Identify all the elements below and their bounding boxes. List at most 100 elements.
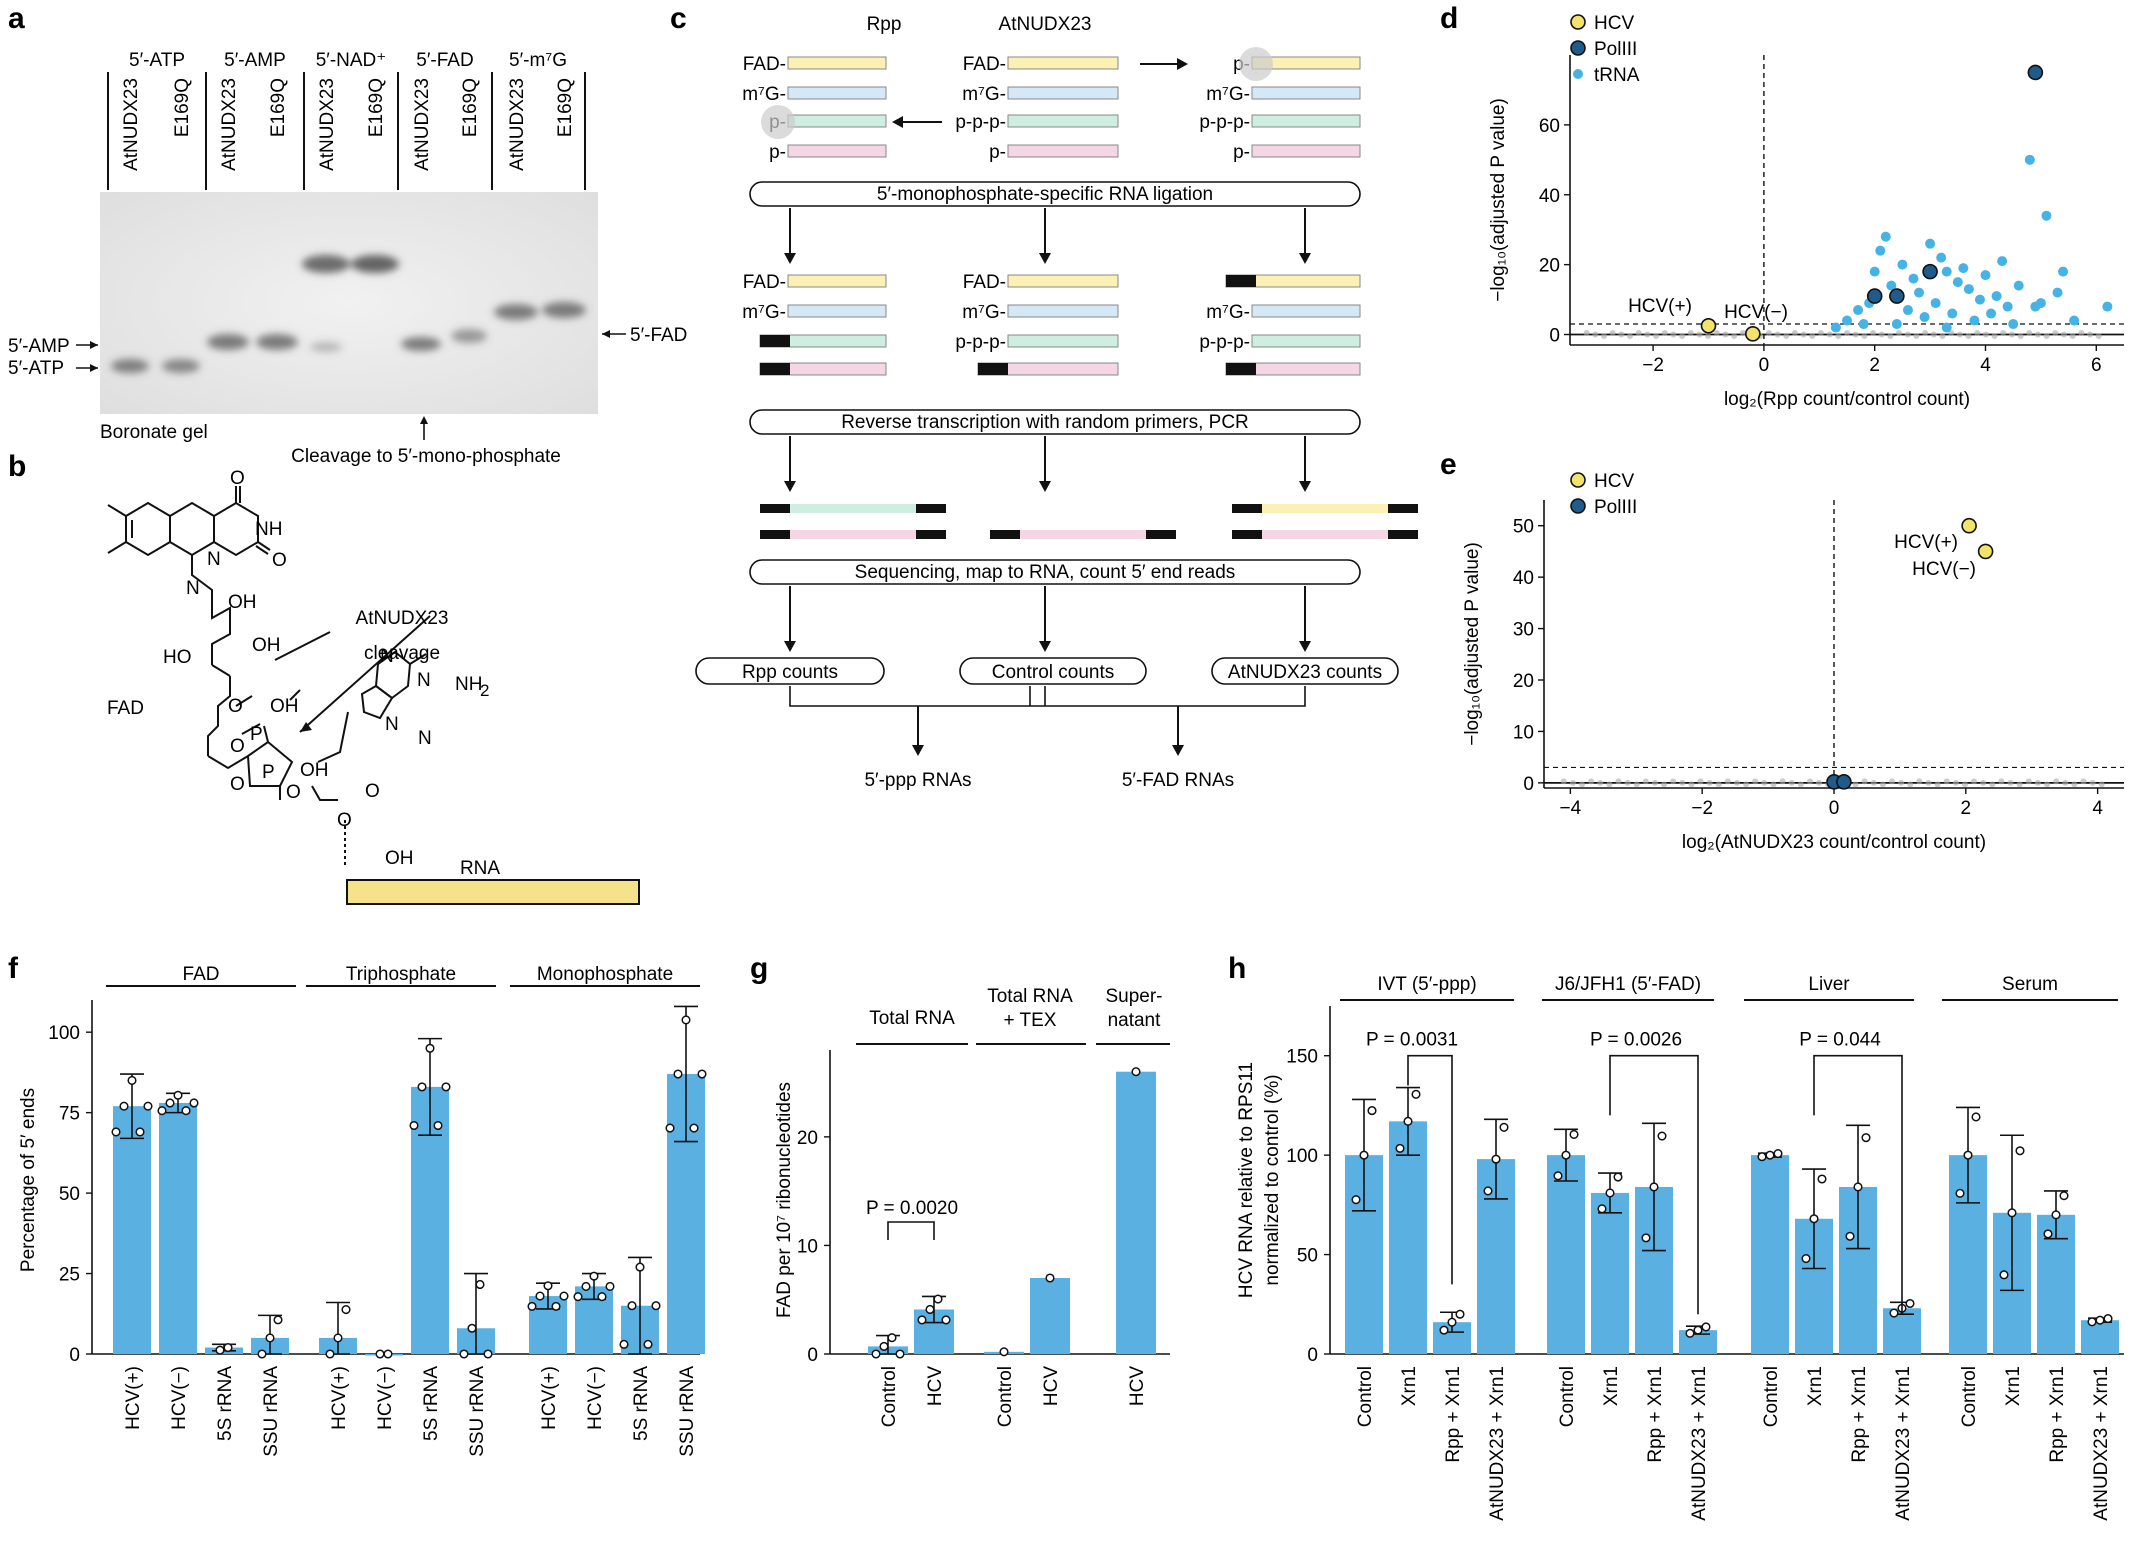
legend-label: PolIII: [1594, 39, 1637, 60]
legend-swatch: [1573, 69, 1583, 79]
p-value: P = 0.044: [1799, 1030, 1881, 1051]
background-point: [1870, 330, 1877, 337]
background-point: [2043, 333, 2050, 340]
end-label: p-: [989, 142, 1006, 163]
end-label: FAD-: [743, 54, 786, 75]
group-label: Triphosphate: [346, 964, 456, 985]
replicate-point: [189, 1098, 199, 1108]
replicate-point: [425, 1043, 435, 1053]
replicate-point: [383, 1349, 393, 1359]
end-label: FAD-: [963, 272, 1006, 293]
replicate-point: [2051, 1210, 2061, 1220]
panel-label-d: d: [1440, 2, 1458, 35]
gel-group-label: 5′-NAD⁺: [316, 50, 387, 71]
x-tick-label: −2: [1642, 355, 1664, 376]
legend-label: HCV: [1594, 13, 1634, 34]
replicate-point: [1367, 1106, 1377, 1116]
background-point: [2016, 781, 2023, 788]
lane-label: E169Q: [366, 78, 387, 137]
adapter: [916, 504, 946, 513]
cleavage-arrow: [299, 615, 431, 733]
svg-text:2: 2: [480, 681, 489, 700]
gel-group-label: 5′-m⁷G: [509, 50, 567, 71]
background-point: [1609, 330, 1616, 337]
replicate-point: [635, 1262, 645, 1272]
y-tick-label: 100: [1286, 1146, 1318, 1167]
bar: [1547, 1155, 1585, 1354]
background-point: [1670, 778, 1677, 785]
bar: [159, 1102, 197, 1354]
bar: [1591, 1192, 1629, 1354]
rna-strand: [1251, 114, 1361, 128]
replicate-point: [215, 1345, 225, 1355]
cleavage-highlight: [761, 105, 795, 139]
flow-arrowhead: [1177, 58, 1188, 70]
replicate-point: [257, 1349, 267, 1359]
background-point: [1715, 781, 1722, 788]
background-point: [1588, 778, 1595, 785]
svg-text:O: O: [230, 468, 245, 489]
background-point: [2087, 331, 2094, 338]
background-point: [2095, 333, 2102, 340]
background-point: [2078, 330, 2085, 337]
end-label: p-p-p-: [955, 112, 1006, 133]
gel-header: 5′-ATP 5′-AMP 5′-NAD⁺ 5′-FAD 5′-m⁷G AtNU…: [107, 50, 586, 190]
lane-label: E169Q: [268, 78, 289, 137]
background-point: [1713, 330, 1720, 337]
replicate-point: [1455, 1309, 1465, 1319]
replicate-point: [1351, 1195, 1361, 1205]
bar-chart-fad-per-nt: 0 10 20 Control HCV Control HCV HCV Total RNA Tot…: [774, 986, 1170, 1427]
x-tick-label: 2: [1869, 355, 1880, 376]
y-axis-label: −log₁₀(adjusted P value): [1488, 98, 1509, 302]
replicate-point: [605, 1281, 615, 1291]
end-label: FAD-: [963, 54, 1006, 75]
replicate-point: [1597, 1204, 1607, 1214]
background-point: [1765, 330, 1772, 337]
end-label: m⁷G-: [742, 84, 786, 105]
replicate-point: [933, 1294, 943, 1304]
x-tick-label: −4: [1560, 798, 1582, 819]
y-tick-label: 60: [1539, 116, 1560, 137]
trna-point: [2041, 210, 2052, 221]
replicate-point: [417, 1082, 427, 1092]
background-point: [1809, 333, 1816, 340]
background-point: [1956, 331, 1963, 338]
replicate-point: [459, 1349, 469, 1359]
x-tick-label: −2: [1691, 798, 1713, 819]
replicate-point: [887, 1333, 897, 1343]
replicate-point: [1131, 1067, 1141, 1077]
background-point: [1592, 331, 1599, 338]
svg-text:O: O: [228, 696, 243, 717]
background-point: [1974, 330, 1981, 337]
replicate-point: [917, 1315, 927, 1325]
point-annotation: HCV(+): [1628, 296, 1692, 317]
rna-strand: [787, 304, 887, 318]
category-label: AtNUDX23 + Xrn1: [1893, 1366, 1914, 1521]
background-point: [1913, 333, 1920, 340]
svg-text:N: N: [380, 646, 394, 667]
trna-point: [1991, 291, 2002, 302]
background-point: [1635, 330, 1642, 337]
column-header: AtNUDX23: [999, 14, 1092, 35]
panel-label-h: h: [1228, 952, 1246, 985]
background-point: [1688, 781, 1695, 788]
background-point: [1800, 331, 1807, 338]
category-label: HCV(−): [375, 1366, 396, 1430]
svg-text:O: O: [230, 736, 245, 757]
svg-text:NH: NH: [255, 519, 282, 540]
y-tick-label: 0: [1549, 326, 1560, 347]
flow-arrowhead: [1299, 481, 1311, 492]
trna-point: [1930, 298, 1941, 309]
background-point: [1943, 778, 1950, 785]
replicate-point: [375, 1349, 385, 1359]
replicate-point: [925, 1304, 935, 1315]
hcv-point: [1745, 326, 1761, 342]
y-tick-label: 25: [59, 1265, 80, 1286]
lane-label: E169Q: [172, 78, 193, 137]
replicate-point: [433, 1120, 443, 1131]
group-label: Serum: [2002, 974, 2058, 995]
end-label: m⁷G-: [742, 302, 786, 323]
trna-point: [1830, 322, 1841, 333]
category-label: Rpp + Xrn1: [1645, 1366, 1666, 1463]
background-point: [1965, 333, 1972, 340]
